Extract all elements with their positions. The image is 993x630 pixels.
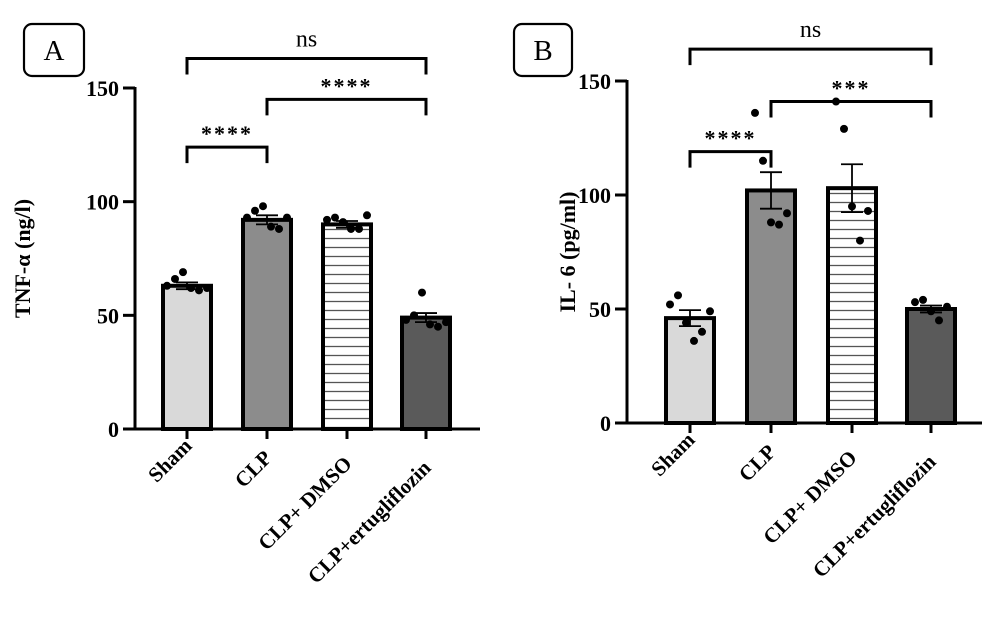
data-point <box>355 224 363 233</box>
x-tick-label: Sham <box>143 433 197 487</box>
data-point <box>267 222 275 231</box>
data-point <box>283 213 291 222</box>
data-point <box>363 211 371 220</box>
data-point <box>426 320 434 329</box>
data-point <box>674 291 682 300</box>
data-point <box>259 202 267 211</box>
data-point <box>339 218 347 227</box>
data-point <box>840 124 848 133</box>
data-point <box>251 206 259 215</box>
data-point <box>179 268 187 277</box>
y-tick-label: 100 <box>86 190 119 215</box>
data-point <box>331 213 339 222</box>
data-point <box>410 311 418 320</box>
bar-4 <box>905 307 957 425</box>
data-point <box>275 224 283 233</box>
data-point <box>919 295 927 304</box>
bar-3 <box>321 222 373 431</box>
significance-bracket <box>688 150 773 168</box>
data-point <box>187 284 195 293</box>
data-point <box>690 336 698 345</box>
x-tick-label: CLP <box>734 439 781 486</box>
bar-3 <box>826 186 878 425</box>
data-point <box>666 300 674 309</box>
data-point <box>759 156 767 165</box>
data-point <box>698 327 706 336</box>
data-point <box>911 298 919 307</box>
data-point <box>943 302 951 311</box>
data-point <box>751 108 759 117</box>
y-tick-label: 0 <box>108 417 119 442</box>
data-point <box>864 206 872 215</box>
data-point <box>935 316 943 325</box>
y-tick-label: 150 <box>578 69 611 94</box>
panel-label-box <box>22 22 86 78</box>
data-point <box>856 236 864 245</box>
significance-bracket <box>185 56 428 75</box>
y-axis-label: IL- 6 (pg/ml) <box>555 192 580 313</box>
significance-bracket <box>688 47 933 66</box>
significance-label: *** <box>832 76 871 101</box>
significance-bracket <box>769 100 933 118</box>
data-point <box>195 286 203 295</box>
panel-label-box <box>512 22 574 78</box>
significance-label: ns <box>296 26 317 52</box>
data-point <box>347 224 355 233</box>
y-tick-label: 50 <box>97 303 119 328</box>
bar-2 <box>241 217 293 431</box>
data-point <box>775 220 783 229</box>
significance-label: **** <box>201 121 253 146</box>
data-point <box>418 288 426 297</box>
significance-bracket <box>265 97 428 116</box>
data-point <box>682 318 690 327</box>
significance-label: **** <box>321 73 373 98</box>
data-point <box>706 307 714 316</box>
bar-1 <box>161 283 213 431</box>
x-tick-label: Sham <box>646 427 700 481</box>
data-point <box>848 202 856 211</box>
panel-label: A <box>44 35 65 67</box>
data-point <box>323 215 331 224</box>
data-point <box>163 281 171 290</box>
bar-4 <box>400 315 452 431</box>
y-tick-label: 100 <box>578 183 611 208</box>
significance-label: ns <box>800 17 821 43</box>
data-point <box>442 318 450 327</box>
y-axis-label: TNF-α (ng/l) <box>10 199 35 318</box>
data-point <box>767 218 775 227</box>
data-point <box>927 307 935 316</box>
x-tick-label: CLP <box>230 445 277 492</box>
data-point <box>402 315 410 324</box>
data-point <box>783 209 791 218</box>
significance-label: **** <box>705 126 757 151</box>
significance-bracket <box>185 145 269 164</box>
data-point <box>203 284 211 293</box>
y-tick-label: 150 <box>86 76 119 101</box>
data-point <box>434 322 442 331</box>
panel-label: B <box>533 35 552 67</box>
bar-1 <box>664 316 716 425</box>
data-point <box>171 274 179 283</box>
y-tick-label: 50 <box>589 297 611 322</box>
data-point <box>243 213 251 222</box>
y-tick-label: 0 <box>600 411 611 436</box>
